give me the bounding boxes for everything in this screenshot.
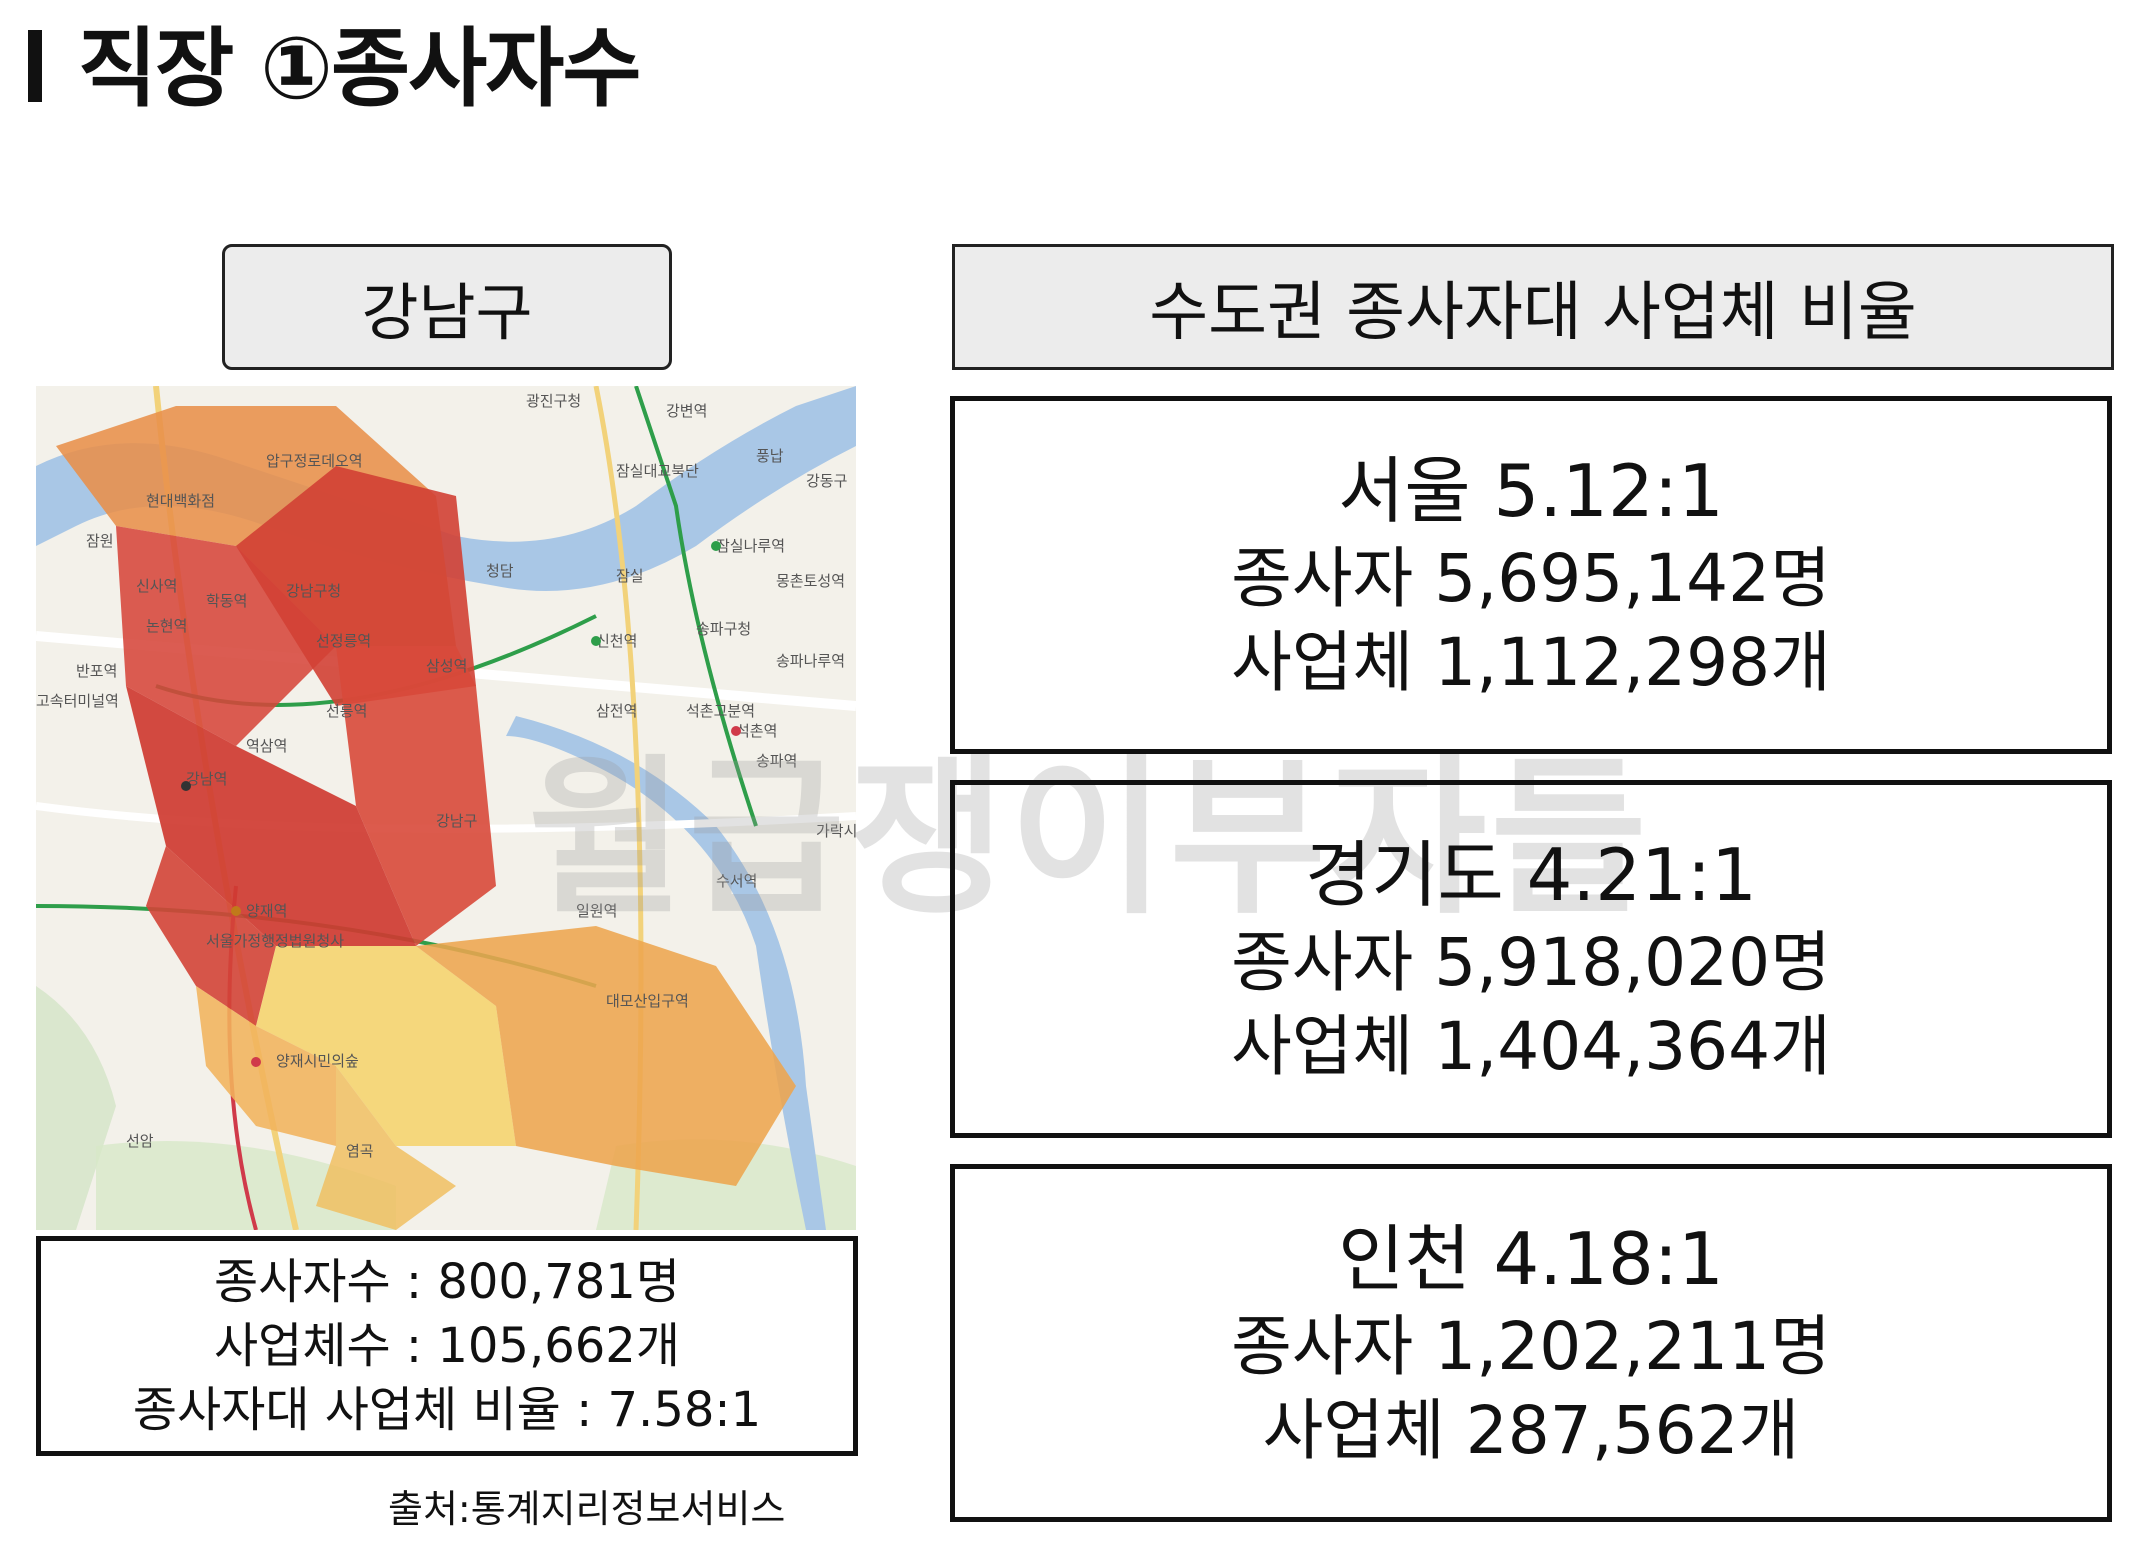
map-label: 현대백화점: [146, 492, 215, 510]
map-label: 고속터미널역: [36, 692, 119, 710]
gangnam-ratio: 종사자대 사업체 비율 : 7.58:1: [132, 1382, 762, 1438]
map-label: 잠원: [86, 532, 114, 550]
map-label: 선암: [126, 1132, 154, 1150]
seoul-ratio-box: 서울 5.12:1 종사자 5,695,142명 사업체 1,112,298개: [950, 396, 2112, 754]
seoul-ratio: 서울 5.12:1: [1338, 449, 1724, 533]
map-label: 역삼역: [246, 737, 287, 755]
station-marker: [591, 636, 601, 646]
map-label: 일원역: [576, 902, 617, 920]
region-dogok: [196, 986, 336, 1146]
incheon-employees: 종사자 1,202,211명: [1231, 1308, 1831, 1385]
map-label: 양재역: [246, 902, 287, 920]
map-label: 서울가정행정법원청사: [206, 932, 344, 950]
gangnam-label: 강남구: [222, 244, 672, 370]
gyeonggi-employees: 종사자 5,918,020명: [1231, 924, 1831, 1001]
map-label: 석촌역: [736, 722, 777, 740]
region-yeoksam: [126, 686, 416, 946]
map-label: 강남역: [186, 770, 227, 788]
gyeonggi-businesses: 사업체 1,404,364개: [1231, 1008, 1831, 1085]
station-marker: [731, 726, 741, 736]
station-marker: [251, 1057, 261, 1067]
map-label: 수서역: [716, 872, 757, 890]
region-gangnam-station: [146, 846, 276, 1026]
map-label: 선릉역: [326, 702, 367, 720]
gangnam-employees: 종사자수 : 800,781명: [214, 1254, 680, 1310]
map-label: 학동역: [206, 592, 247, 610]
station-marker: [231, 906, 241, 916]
map-label: 강남구: [436, 812, 477, 830]
map-label: 대모산입구역: [606, 992, 689, 1010]
map-label: 잠실: [616, 567, 644, 585]
map-label: 몽촌토성역: [776, 572, 845, 590]
map-label: 가락시: [816, 822, 856, 840]
map-label: 선정릉역: [316, 632, 371, 650]
gyeonggi-ratio: 경기도 4.21:1: [1305, 833, 1757, 917]
station-marker: [181, 781, 191, 791]
han-river: [36, 386, 856, 591]
map-label: 잠실대교북단: [616, 462, 699, 480]
region-sinsa: [116, 526, 336, 746]
map-label: 송파역: [756, 752, 797, 770]
map-label: 삼전역: [596, 702, 637, 720]
map-label: 압구정로데오역: [266, 452, 363, 470]
map-label: 삼성역: [426, 657, 467, 675]
gyeonggi-ratio-box: 경기도 4.21:1 종사자 5,918,020명 사업체 1,404,364개: [950, 780, 2112, 1138]
map-label: 석촌고분역: [686, 702, 755, 720]
station-marker: [711, 541, 721, 551]
gangnam-stats-box: 종사자수 : 800,781명 사업체수 : 105,662개 종사자대 사업체…: [36, 1236, 858, 1456]
map-label: 논현역: [146, 617, 187, 635]
page-title: 직장 ①종사자수: [78, 19, 641, 119]
map-label: 풍납: [756, 447, 784, 465]
map-label: 신천역: [596, 632, 637, 650]
capital-region-ratio-label: 수도권 종사자대 사업체 비율: [952, 244, 2114, 370]
map-label: 광진구청: [526, 392, 581, 410]
region-samseong: [336, 646, 496, 946]
map-label: 강변역: [666, 402, 707, 420]
map-label: 청담: [486, 562, 514, 580]
map-label: 잠실나루역: [716, 537, 785, 555]
seoul-businesses: 사업체 1,112,298개: [1231, 624, 1831, 701]
gangnam-businesses: 사업체수 : 105,662개: [214, 1318, 680, 1374]
incheon-businesses: 사업체 287,562개: [1262, 1392, 1800, 1469]
source-caption: 출처:통계지리정보서비스: [388, 1487, 786, 1531]
map-label: 신사역: [136, 577, 177, 595]
region-suseo: [416, 926, 796, 1186]
gangnam-choropleth-map: 압구정로데오역 신사역 논현역 학동역 강남구청 청담 잠실 신천역 삼전역 선…: [36, 386, 856, 1230]
seoul-employees: 종사자 5,695,142명: [1231, 540, 1831, 617]
map-label: 송파구청: [696, 620, 751, 638]
map-label: 강남구청: [286, 582, 341, 600]
title-accent-bar: [28, 30, 42, 102]
incheon-ratio: 인천 4.18:1: [1338, 1217, 1724, 1301]
incheon-ratio-box: 인천 4.18:1 종사자 1,202,211명 사업체 287,562개: [950, 1164, 2112, 1522]
map-label: 강동구: [806, 472, 847, 490]
region-gaepo-yellow: [256, 946, 516, 1146]
map-label: 반포역: [76, 662, 117, 680]
region-daechi: [316, 1066, 456, 1230]
map-label: 염곡: [346, 1142, 374, 1160]
map-label: 양재시민의숲: [276, 1052, 359, 1070]
map-label: 송파나루역: [776, 652, 845, 670]
